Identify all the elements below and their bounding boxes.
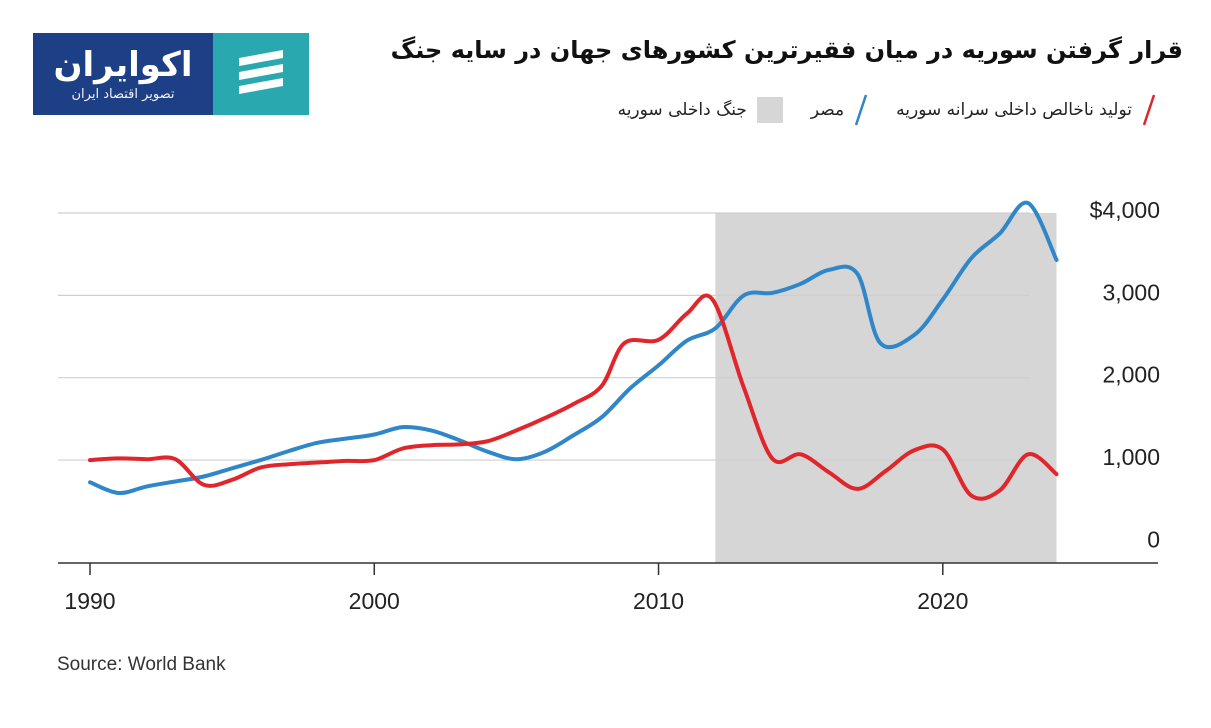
source-note: Source: World Bank: [57, 654, 226, 675]
x-tick-label: 2000: [349, 588, 400, 614]
series-line-syria: [88, 293, 1059, 501]
y-tick-label: 0: [1147, 526, 1160, 552]
logo-tagline: تصویر اقتصاد ایران: [71, 87, 175, 102]
logo-wordmark: اکوایران تصویر اقتصاد ایران: [33, 33, 213, 115]
x-tick-label: 1990: [64, 588, 115, 614]
y-tick-label: 3,000: [1102, 279, 1160, 305]
legend-red-line-icon: [1142, 94, 1156, 126]
y-tick-label: 2,000: [1102, 362, 1160, 388]
legend-label-war: جنگ داخلی سوریه: [617, 100, 747, 120]
legend-item-syria: تولید ناخالص داخلی سرانه سوریه: [896, 93, 1156, 127]
x-tick-label: 2020: [917, 588, 968, 614]
chart-title: قرار گرفتن سوریه در میان فقیرترین کشورها…: [390, 36, 1183, 64]
x-tick-label: 2010: [633, 588, 684, 614]
legend-item-egypt: مصر: [811, 93, 868, 127]
line-chart: 0 1,000 2,000 3,000 $4,000 1990 2000 2010 2020: [58, 197, 1160, 614]
war-shaded-region: [715, 213, 1057, 563]
series-line-egypt: [88, 200, 1059, 496]
legend: تولید ناخالص داخلی سرانه سوریه مصر جنگ د…: [590, 93, 1156, 127]
legend-label-egypt: مصر: [810, 100, 845, 120]
legend-item-war: جنگ داخلی سوریه: [618, 97, 783, 123]
legend-gray-swatch-icon: [756, 97, 783, 123]
logo: اکوایران تصویر اقتصاد ایران: [33, 33, 309, 115]
y-tick-label: $4,000: [1090, 197, 1160, 223]
logo-name: اکوایران: [53, 45, 193, 85]
ecoiran-logo-mark-icon: [213, 33, 309, 115]
legend-blue-line-icon: [854, 94, 868, 126]
legend-label-syria: تولید ناخالص داخلی سرانه سوریه: [896, 100, 1132, 120]
y-tick-label: 1,000: [1102, 444, 1160, 470]
